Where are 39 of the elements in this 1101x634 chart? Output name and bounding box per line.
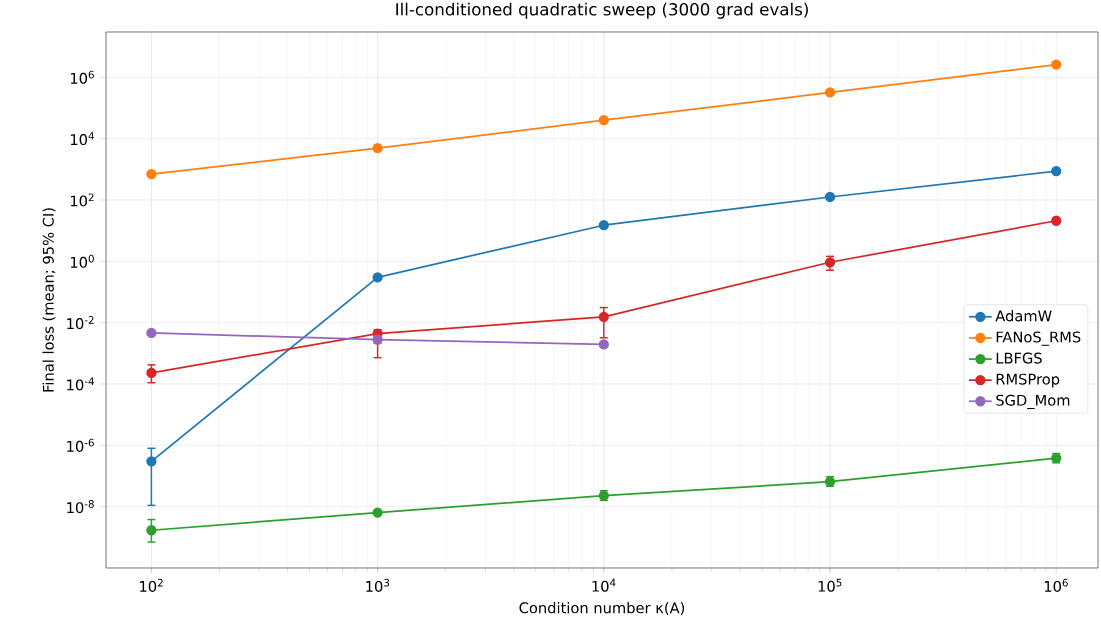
legend-label: AdamW — [995, 310, 1052, 322]
chart-title: Ill-conditioned quadratic sweep (3000 grad evals) — [396, 2, 808, 19]
x-tick-label: 10$^{2}$ — [140, 578, 163, 592]
y-tick-label: 10$^{0}$ — [70, 254, 94, 268]
point — [1051, 215, 1062, 226]
y-tick-label: 10$^{4}$ — [70, 132, 94, 146]
point — [598, 339, 609, 350]
x-axis-title: Condition number κ(A) — [519, 602, 685, 616]
point — [598, 311, 609, 322]
point — [146, 168, 157, 180]
point — [372, 142, 383, 154]
legend-label: LBFGS — [996, 352, 1042, 364]
point — [372, 507, 383, 518]
point — [598, 220, 609, 231]
x-tick-label: 10$^{6}$ — [1044, 578, 1068, 592]
legend-label: SGD_Mom — [996, 394, 1070, 410]
y-tick-label: 10$^{-8}$ — [67, 500, 94, 514]
point — [598, 115, 609, 126]
point — [824, 87, 836, 98]
point — [1051, 166, 1062, 177]
point — [146, 525, 157, 536]
point — [824, 191, 836, 203]
y-axis-title: Final loss (mean; 95% CI) — [42, 208, 56, 392]
legend-label: FANoS_RMS — [996, 331, 1081, 346]
y-tick-label: 10$^{-4}$ — [67, 377, 94, 391]
x-tick-label: 10$^{3}$ — [366, 578, 390, 592]
legend-label: RMSProp — [996, 373, 1060, 388]
y-tick-label: 10$^{-6}$ — [67, 438, 94, 452]
x-tick-label: 10$^{4}$ — [592, 578, 616, 592]
point — [824, 257, 836, 268]
point — [146, 327, 157, 339]
point — [1051, 59, 1062, 70]
y-tick-label: 10$^{6}$ — [70, 70, 94, 84]
x-tick-label: 10$^{5}$ — [818, 578, 842, 592]
y-tick-label: 10$^{2}$ — [70, 193, 94, 207]
point — [146, 456, 157, 467]
point — [372, 272, 383, 283]
y-tick-label: 10$^{-2}$ — [67, 316, 94, 330]
point — [146, 367, 157, 379]
